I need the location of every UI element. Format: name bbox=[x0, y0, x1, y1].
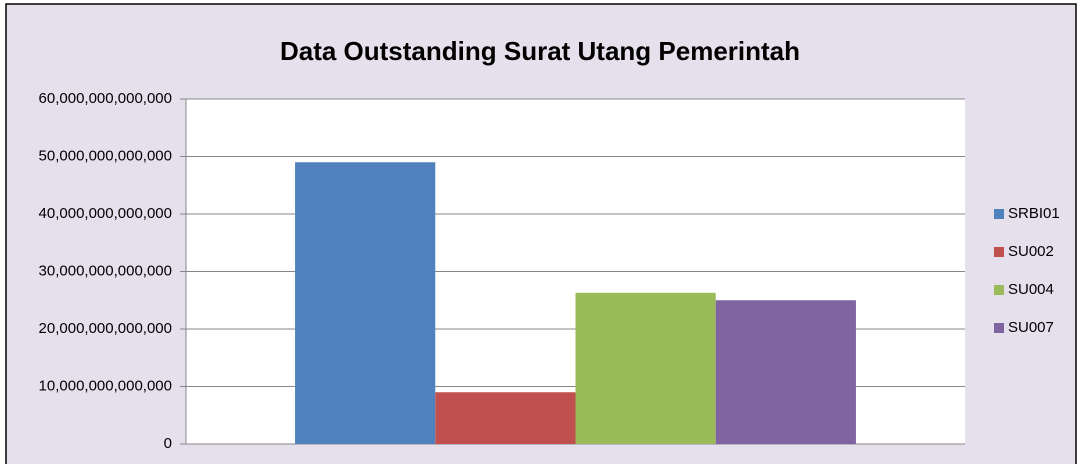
y-tick-label: 20,000,000,000,000 bbox=[39, 320, 172, 337]
legend-label: SU002 bbox=[1008, 243, 1054, 260]
y-tick-label: 0 bbox=[164, 435, 172, 452]
legend-label: SU004 bbox=[1008, 281, 1054, 298]
bar bbox=[575, 292, 716, 444]
legend-swatch bbox=[994, 323, 1004, 333]
legend-swatch bbox=[994, 285, 1004, 295]
y-tick-label: 10,000,000,000,000 bbox=[39, 377, 172, 394]
legend-label: SRBI01 bbox=[1008, 205, 1060, 222]
y-tick-label: 50,000,000,000,000 bbox=[39, 147, 172, 164]
legend-label: SU007 bbox=[1008, 319, 1054, 336]
chart-title: Data Outstanding Surat Utang Pemerintah bbox=[280, 36, 800, 66]
bar bbox=[295, 162, 436, 444]
legend-swatch bbox=[994, 247, 1004, 257]
legend-swatch bbox=[994, 209, 1004, 219]
bar bbox=[715, 300, 856, 444]
bar bbox=[435, 392, 576, 444]
y-tick-label: 40,000,000,000,000 bbox=[39, 205, 172, 222]
y-tick-label: 60,000,000,000,000 bbox=[39, 90, 172, 107]
y-tick-label: 30,000,000,000,000 bbox=[39, 262, 172, 279]
